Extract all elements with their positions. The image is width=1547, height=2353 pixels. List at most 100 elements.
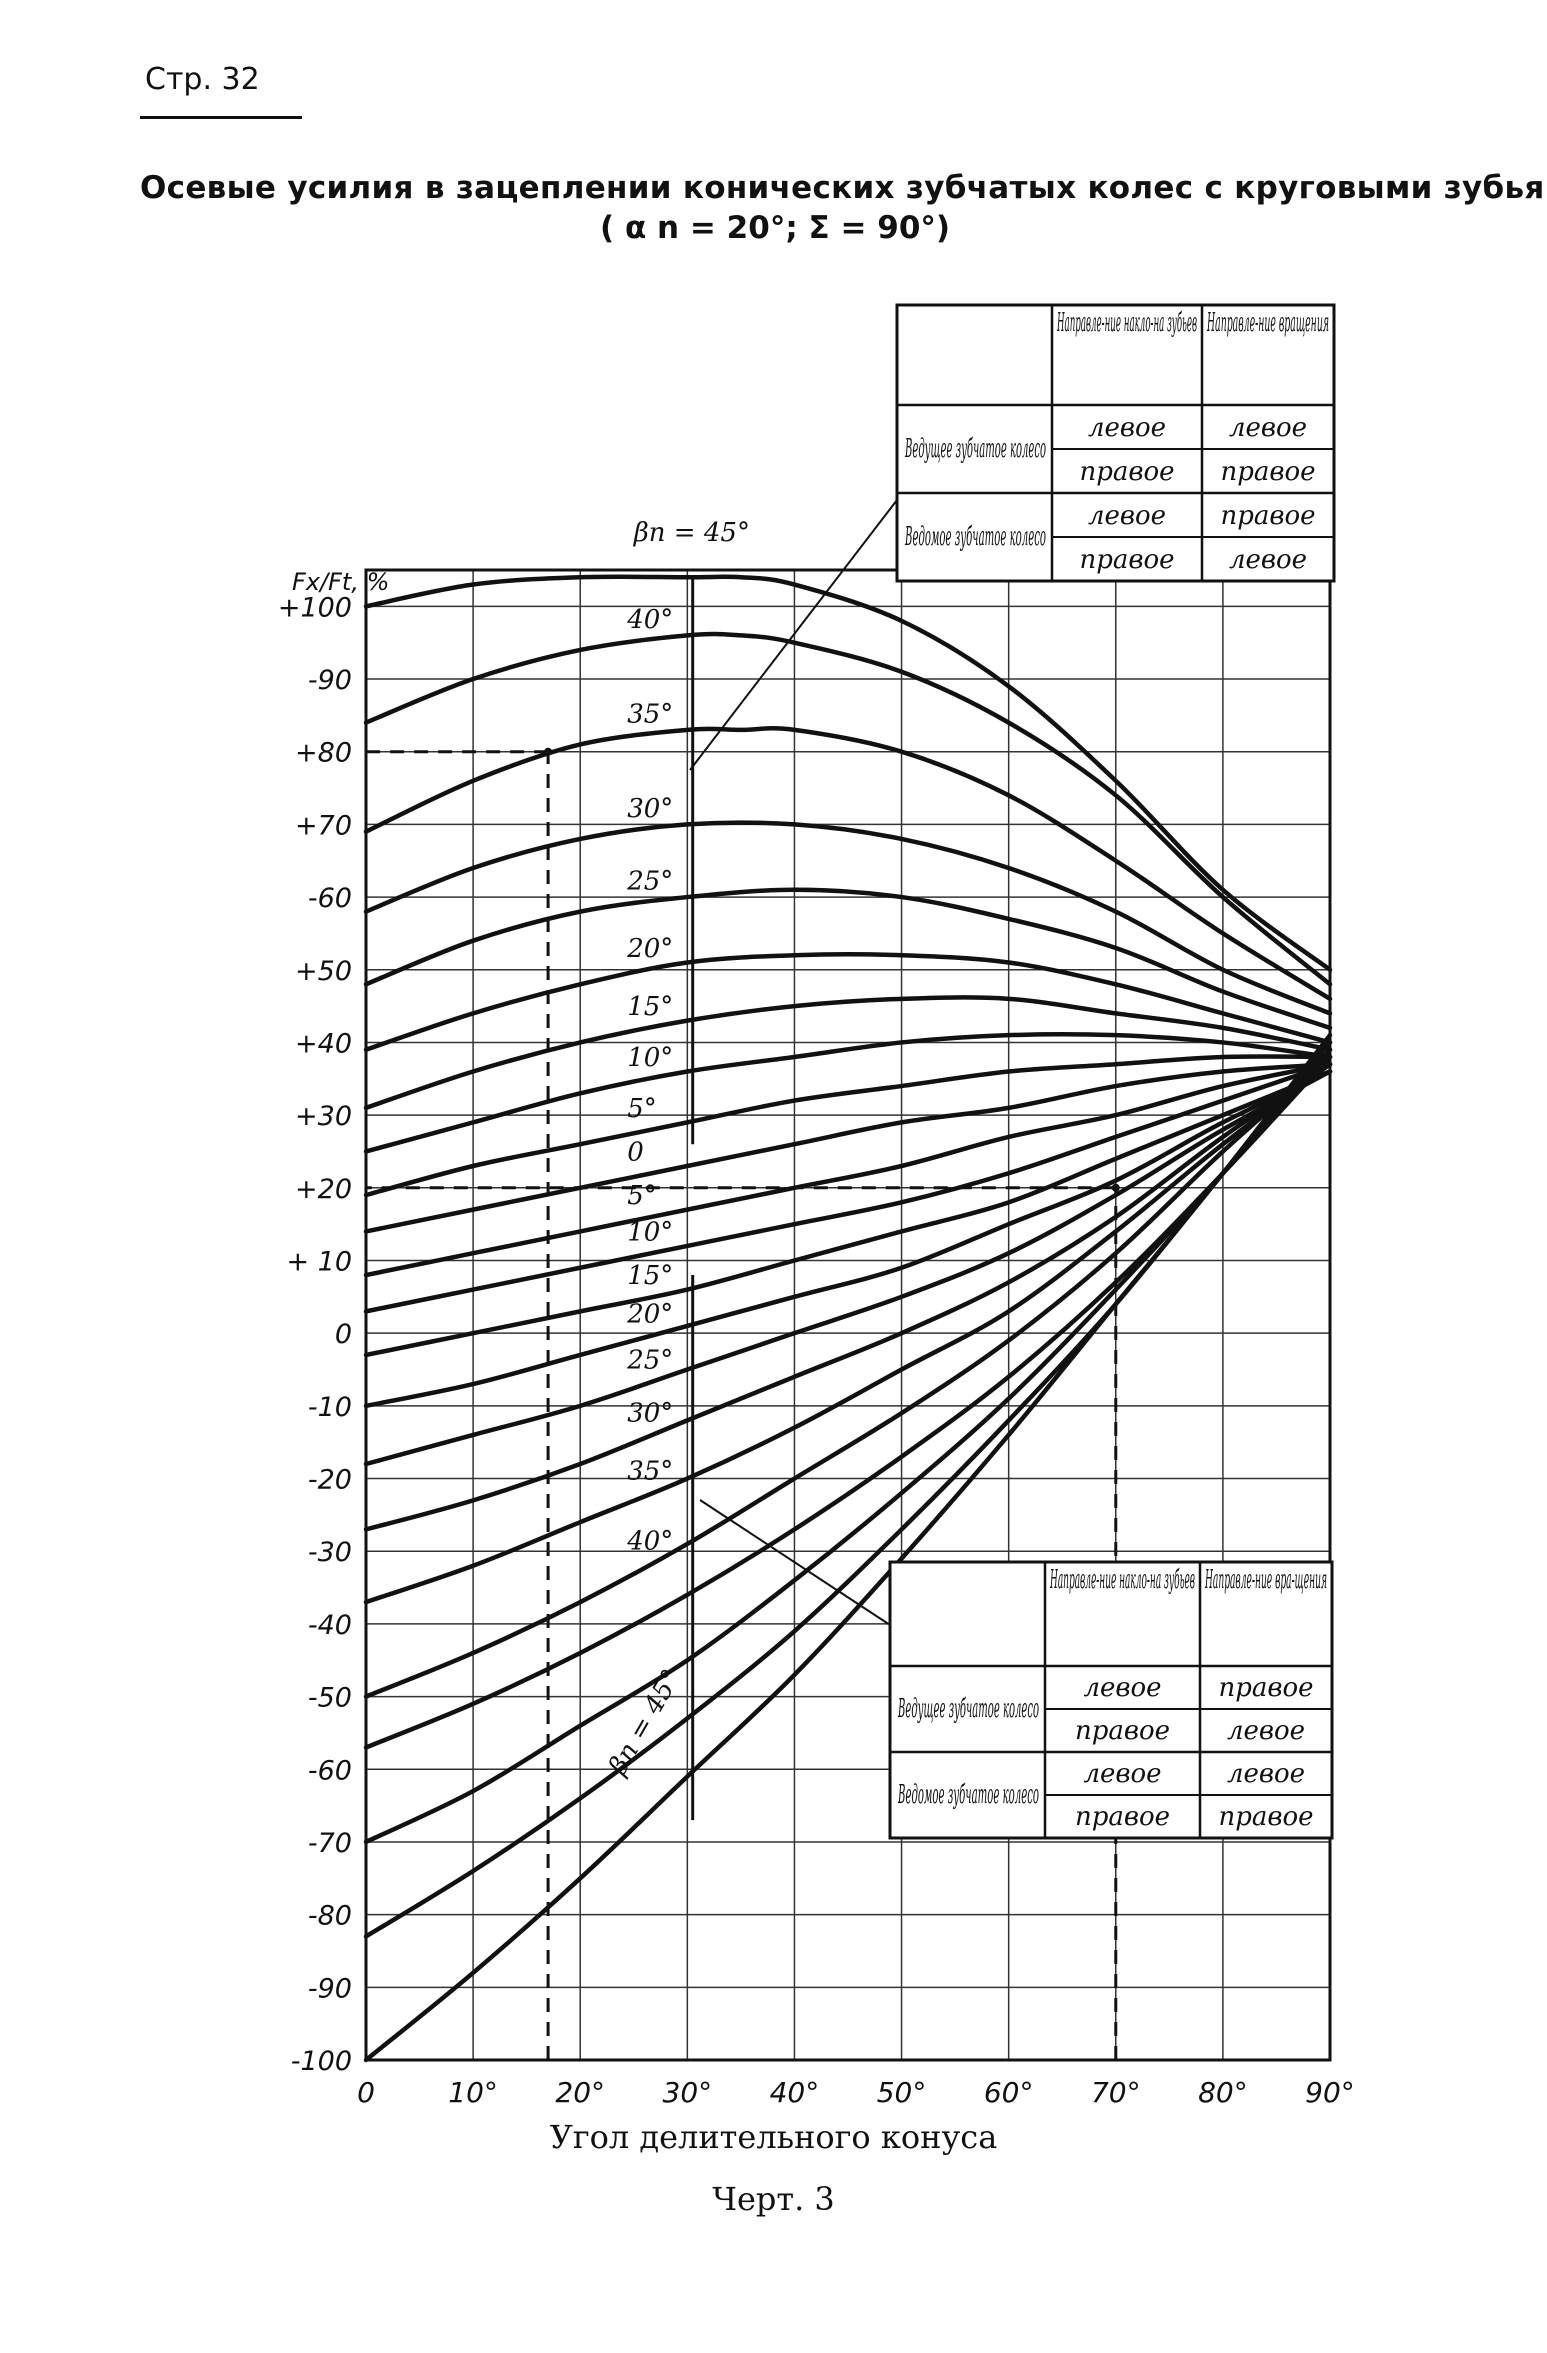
top-table-cell: левое <box>1088 501 1166 531</box>
bottom-table-row-label: Ведомое зубчатое колесо <box>898 1780 1039 1810</box>
bottom-table-cell: левое <box>1227 1716 1305 1746</box>
top-table-cell: правое <box>1220 501 1315 531</box>
series-label: 35° <box>627 1457 673 1487</box>
y-tick-label: +40 <box>295 1028 352 1059</box>
chart-grid <box>365 570 1331 2061</box>
y-tick-label: -50 <box>308 1683 352 1714</box>
bottom-table-cell: правое <box>1075 1716 1170 1746</box>
series-label: 25° <box>626 1345 673 1375</box>
y-tick-label: -10 <box>308 1392 352 1423</box>
bottom-table-cell: левое <box>1227 1759 1305 1789</box>
series-line <box>363 1061 1333 1532</box>
top-table-row-label: Ведомое зубчатое колесо <box>905 522 1046 552</box>
series-label: 10° <box>627 1217 673 1247</box>
series-line <box>363 820 1333 1016</box>
top-table-cell: левое <box>1088 413 1166 443</box>
series-line <box>363 995 1333 1111</box>
series-line <box>363 1054 1333 1198</box>
legend-tables: Направле-ние накло-на зубьев Направле-ние… <box>689 303 1336 1840</box>
series-label: 15° <box>627 992 673 1022</box>
bottom-table-leader <box>699 1499 891 1626</box>
chart-subtitle: ( α n = 20°; Σ = 90°) <box>600 210 951 246</box>
series-label: 25° <box>626 866 673 896</box>
series-line <box>363 1061 1333 1278</box>
x-tick-label: 0 <box>357 2076 375 2109</box>
bottom-table-cell: левое <box>1083 1673 1161 1703</box>
y-tick-label: -20 <box>308 1465 352 1496</box>
series-label: 20° <box>626 934 673 964</box>
series-line <box>363 887 1333 1031</box>
x-tick-label: 70° <box>1091 2076 1141 2109</box>
x-tick-label: 50° <box>877 2076 927 2109</box>
series-line <box>363 1054 1333 1699</box>
series-label: 10° <box>627 1043 673 1073</box>
series-label: 15° <box>627 1261 673 1291</box>
series-label: 0 <box>627 1138 644 1168</box>
x-tick-label: 40° <box>770 2076 820 2109</box>
x-tick-label: 10° <box>448 2076 498 2109</box>
bottom-table-frame <box>888 1560 1334 1840</box>
x-tick-label: 20° <box>555 2076 605 2109</box>
x-tick-label: 80° <box>1198 2076 1248 2109</box>
chart-guide-lines <box>366 747 1120 2060</box>
top-table-cell: левое <box>1229 413 1307 443</box>
y-tick-label: -60 <box>308 883 352 914</box>
plot-frame <box>364 568 1332 2062</box>
bottom-table-cell: правое <box>1218 1673 1313 1703</box>
series-line <box>363 1047 1333 1845</box>
chart-series-lines <box>363 574 1333 2063</box>
top-table-header: Направле-ние вращения <box>1207 308 1329 338</box>
series-line <box>363 1061 1333 1234</box>
lower-family-label: βn = 45° <box>603 1664 688 1780</box>
series-line <box>363 631 1333 987</box>
y-tick-label: +70 <box>295 810 352 841</box>
bottom-table-cell: левое <box>1083 1759 1161 1789</box>
bottom-table-cell: правое <box>1218 1802 1313 1832</box>
upper-family-label: βn = 45° <box>633 518 750 548</box>
y-tick-label: +50 <box>295 956 352 987</box>
x-tick-label: 60° <box>984 2076 1034 2109</box>
page-number: Стр. 32 <box>145 62 260 97</box>
y-axis-label: Fx/Ft, % <box>292 568 389 596</box>
series-line <box>363 1032 1333 1154</box>
example-point <box>544 747 553 756</box>
series-line <box>363 952 1333 1052</box>
top-table-row-label: Ведущее зубчатое колесо <box>905 434 1046 464</box>
bottom-table-row-label: Ведущее зубчатое колесо <box>898 1694 1039 1724</box>
y-tick-label: -80 <box>308 1901 352 1932</box>
x-tick-label: 90° <box>1305 2076 1355 2109</box>
top-table-frame <box>895 303 1336 583</box>
series-line <box>363 1061 1333 1314</box>
chart-title: Осевые усилия в зацеплении конических зу… <box>140 170 1547 206</box>
y-tick-label: +100 <box>278 592 352 623</box>
series-line <box>363 1061 1333 1605</box>
series-label: 30° <box>627 794 673 824</box>
example-point <box>1111 1183 1120 1192</box>
top-table-cell: правое <box>1079 457 1174 487</box>
series-label: 5° <box>627 1181 657 1211</box>
series-label: 5° <box>627 1094 657 1124</box>
x-tick-label: 30° <box>663 2076 713 2109</box>
y-tick-label: +30 <box>295 1101 352 1132</box>
top-table-cell: правое <box>1220 457 1315 487</box>
series-line <box>363 1069 1333 1358</box>
chart-axes <box>364 568 1332 2062</box>
y-tick-label: -60 <box>308 1755 352 1786</box>
x-axis-caption: Угол делительного конуса <box>549 2118 998 2156</box>
top-table-leader <box>689 499 898 771</box>
series-label: 30° <box>627 1398 673 1428</box>
y-tick-label: -30 <box>308 1537 352 1568</box>
series-line <box>363 726 1333 1002</box>
chart-tick-labels: 0 10° 20° 30° 40° 50° 60° 70° 80° 90° +100 -90 +80 +7… <box>278 568 1355 2109</box>
y-tick-label: -40 <box>308 1610 352 1641</box>
bottom-table-cell: правое <box>1075 1802 1170 1832</box>
series-line <box>363 574 1333 973</box>
bottom-table-header: Направле-ние вра-щения <box>1205 1565 1327 1595</box>
y-tick-label: -90 <box>308 665 352 696</box>
y-tick-label: -100 <box>291 2046 352 2077</box>
bottom-table-header: Направле-ние накло-на зубьев <box>1050 1565 1195 1595</box>
series-label: 20° <box>626 1300 673 1330</box>
series-label: 40° <box>626 605 673 635</box>
top-table-cell: правое <box>1079 545 1174 575</box>
